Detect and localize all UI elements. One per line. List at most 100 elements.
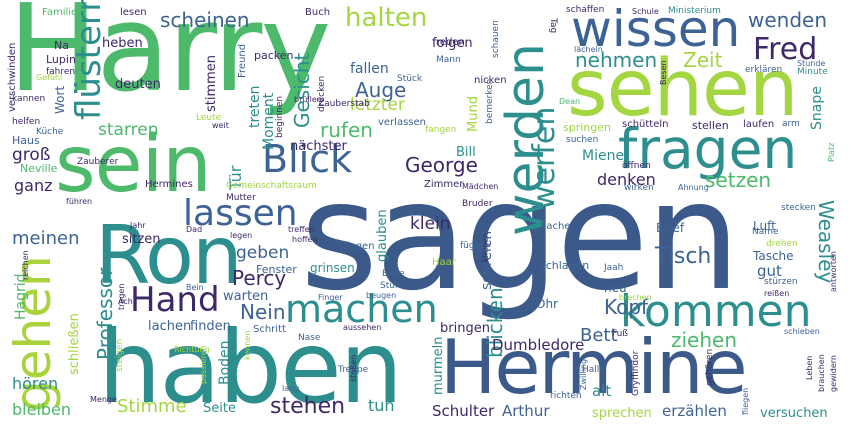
word: geben — [236, 243, 290, 263]
word: weit — [212, 121, 229, 130]
word: erzählen — [662, 402, 727, 420]
word: brechen — [619, 293, 652, 302]
word: Sache — [540, 221, 571, 232]
word: Freund — [237, 43, 248, 78]
word: grinsen — [310, 261, 355, 275]
word: führen — [66, 197, 93, 206]
word: sagen — [300, 150, 741, 324]
word: Mutter — [226, 193, 256, 203]
word: Percy — [232, 266, 287, 290]
word: sprechen — [592, 406, 652, 421]
word: Finger — [318, 293, 343, 302]
word: schieben — [784, 327, 820, 336]
word: Bett — [580, 325, 618, 346]
word: Ende — [382, 269, 405, 279]
word: Ron — [95, 209, 243, 302]
word: hoffen — [292, 235, 318, 244]
word: Du — [714, 281, 727, 291]
word: Professor — [93, 267, 117, 360]
word: helfen — [12, 117, 41, 127]
word: fangen — [425, 125, 457, 135]
word: gehören — [705, 348, 715, 386]
word: Nase — [298, 333, 321, 343]
word: Miene — [582, 148, 625, 164]
word: deuten — [115, 77, 161, 92]
word: schließen — [67, 313, 82, 375]
word: Schule — [632, 7, 659, 16]
word: nicken — [474, 75, 507, 86]
word: klingen — [481, 232, 490, 262]
word: wenden — [748, 8, 828, 32]
word: fragen — [618, 117, 798, 181]
word: Zauberstab — [318, 99, 370, 109]
word: beginnen — [275, 95, 285, 138]
word: fliegen — [741, 387, 750, 415]
word: Haus — [12, 134, 40, 147]
word: Stück — [397, 74, 423, 84]
word: ganz — [14, 176, 53, 195]
word: folgen — [432, 36, 473, 51]
word: erklären — [745, 65, 783, 75]
word: Schritt — [253, 324, 286, 335]
word: glauben — [375, 209, 390, 262]
word: denken — [597, 170, 656, 189]
word: gewidern — [829, 355, 838, 392]
word: nehmen — [575, 48, 658, 72]
word: gut — [757, 262, 782, 280]
word: Halle — [582, 365, 605, 375]
word: stecken — [781, 203, 816, 213]
word: Auge — [355, 78, 407, 102]
word: steigen — [115, 338, 125, 372]
word: Treppe — [338, 365, 369, 375]
word: laufen — [743, 119, 775, 130]
word: Ministerium — [668, 6, 721, 16]
word: halten — [345, 3, 428, 33]
word: kommen — [620, 286, 812, 337]
word: Arthur — [502, 402, 550, 420]
word: alt — [592, 382, 612, 400]
word: lesen — [120, 7, 147, 18]
word: fahren — [46, 67, 76, 77]
word: Snape — [809, 86, 825, 130]
word: George — [405, 153, 478, 177]
word: sein — [55, 120, 212, 210]
word: Menge — [90, 395, 117, 404]
word: Leben — [805, 355, 814, 380]
word: stellen — [692, 119, 729, 132]
word: lassen — [183, 193, 298, 234]
word: Hagrid — [13, 273, 29, 320]
word: beugen — [366, 291, 397, 300]
word: reißen — [764, 289, 790, 298]
word: Moment — [261, 92, 277, 150]
word: Lupin — [46, 53, 76, 66]
word: ziehen — [671, 328, 738, 352]
word: werfen — [527, 106, 562, 210]
word: Fuß — [612, 329, 629, 339]
word: Hermine — [440, 323, 748, 411]
word: Stimme — [117, 396, 187, 417]
word: Neville — [20, 162, 58, 175]
word: stoßen — [349, 354, 358, 382]
word: versuchen — [760, 406, 828, 421]
word: Jaah — [604, 263, 624, 273]
word: Fred — [753, 32, 818, 67]
word: Zauberer — [77, 157, 119, 167]
word: machen — [285, 287, 438, 331]
word: Seite — [203, 401, 236, 416]
word: Gefühl — [36, 73, 63, 82]
word: neu — [604, 281, 627, 295]
word: Brief — [656, 221, 685, 235]
word: Bill — [456, 145, 476, 160]
word: stürzen — [764, 277, 798, 287]
word: heben — [102, 36, 143, 51]
word: bemerken — [485, 78, 495, 124]
word: stehen — [270, 394, 346, 419]
word: bleiben — [12, 400, 72, 419]
word: legen — [230, 231, 253, 240]
word: haben — [98, 309, 403, 426]
word: Nein — [240, 300, 286, 324]
word: Gesicht — [290, 52, 314, 128]
word: Schulter — [432, 402, 495, 420]
word: Tasche — [753, 249, 794, 263]
word: Harry — [8, 0, 331, 119]
